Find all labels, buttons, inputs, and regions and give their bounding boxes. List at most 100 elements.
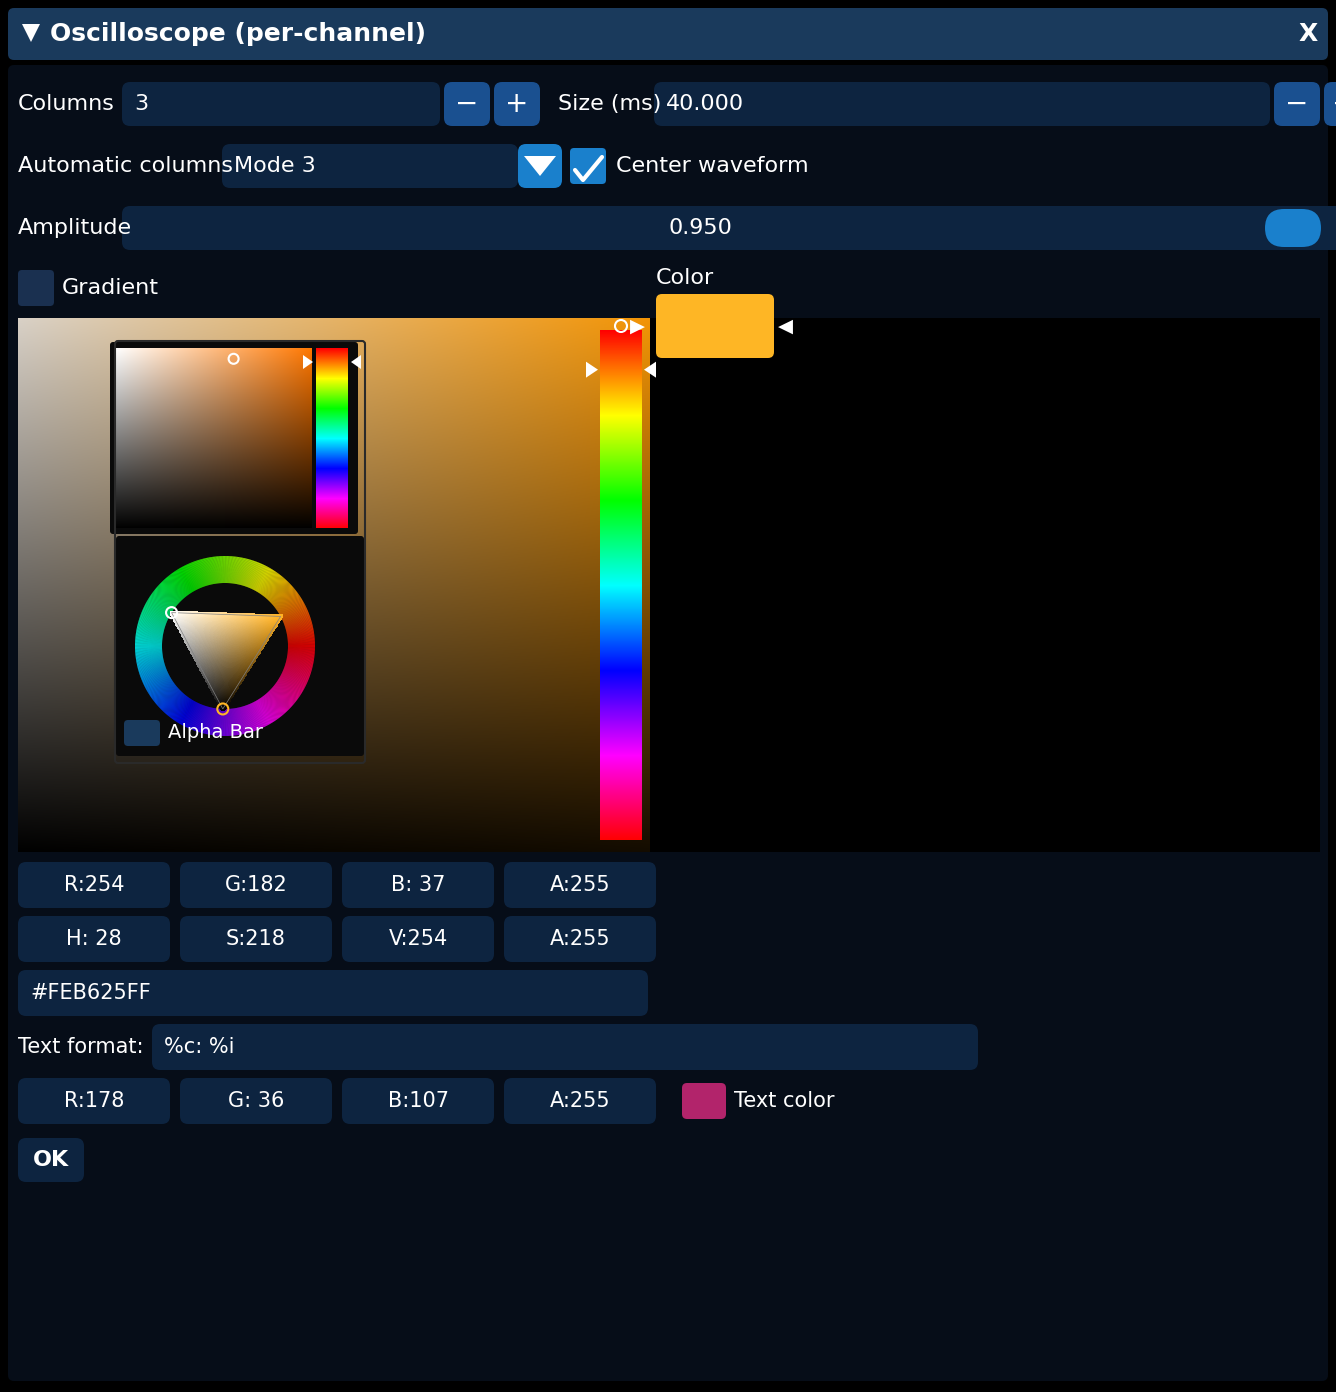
FancyBboxPatch shape [122,206,1336,251]
Wedge shape [270,690,289,710]
Bar [651,317,1320,852]
Wedge shape [286,622,313,631]
Wedge shape [146,677,170,689]
Wedge shape [285,664,311,674]
Wedge shape [289,647,315,649]
Wedge shape [246,704,257,731]
Wedge shape [182,702,195,725]
Wedge shape [277,593,298,610]
Wedge shape [279,678,302,692]
Wedge shape [283,612,309,622]
Wedge shape [147,600,171,615]
Wedge shape [262,574,278,596]
Wedge shape [255,702,269,725]
Wedge shape [207,707,212,735]
Wedge shape [136,628,163,633]
Wedge shape [287,656,314,660]
Wedge shape [158,586,179,604]
Wedge shape [251,564,263,589]
Wedge shape [275,683,297,700]
Wedge shape [178,699,192,722]
Wedge shape [258,569,274,593]
Wedge shape [210,709,215,735]
Wedge shape [238,707,243,734]
Wedge shape [277,596,301,611]
Wedge shape [239,558,244,585]
Wedge shape [186,703,198,727]
Wedge shape [246,706,255,731]
Wedge shape [258,699,273,722]
Wedge shape [158,586,178,604]
Wedge shape [146,601,170,615]
Wedge shape [168,576,186,597]
Wedge shape [174,572,190,594]
Wedge shape [144,607,168,619]
Wedge shape [140,615,166,625]
Wedge shape [192,562,203,587]
Wedge shape [143,608,167,621]
Wedge shape [182,567,195,590]
Wedge shape [287,651,315,654]
Wedge shape [136,631,163,635]
Wedge shape [147,601,170,615]
Text: S:218: S:218 [226,928,286,949]
Wedge shape [285,667,310,677]
Wedge shape [178,569,192,593]
Wedge shape [266,693,285,714]
Wedge shape [274,685,295,703]
Wedge shape [247,562,258,587]
Wedge shape [152,593,174,610]
Wedge shape [187,703,199,728]
Wedge shape [183,567,196,590]
FancyBboxPatch shape [124,720,160,746]
Wedge shape [210,557,215,585]
Wedge shape [279,677,303,690]
Wedge shape [281,603,305,617]
Wedge shape [230,557,232,583]
Wedge shape [234,709,238,735]
Wedge shape [156,686,178,704]
Wedge shape [212,709,218,735]
Wedge shape [168,695,186,717]
Wedge shape [198,560,207,586]
Wedge shape [285,665,310,675]
Wedge shape [246,706,255,731]
Wedge shape [289,649,315,650]
Wedge shape [281,675,305,688]
Wedge shape [230,557,232,583]
Wedge shape [183,702,196,727]
Wedge shape [257,568,270,592]
Wedge shape [283,670,309,679]
Wedge shape [269,580,287,600]
Wedge shape [275,683,298,700]
Wedge shape [192,704,202,729]
Text: A:255: A:255 [549,876,611,895]
Wedge shape [135,638,162,640]
Wedge shape [148,679,172,695]
Wedge shape [244,706,253,732]
Wedge shape [154,685,175,702]
Wedge shape [138,660,164,667]
Wedge shape [228,557,231,583]
Wedge shape [244,706,254,732]
Wedge shape [275,590,297,607]
Wedge shape [135,653,163,656]
Wedge shape [281,675,305,689]
Wedge shape [243,560,251,586]
Text: ▶: ▶ [631,316,645,335]
Wedge shape [277,682,299,699]
Wedge shape [146,603,170,617]
Wedge shape [279,601,303,615]
Wedge shape [138,626,163,632]
Wedge shape [196,706,206,732]
Wedge shape [273,688,294,706]
Wedge shape [139,665,166,674]
Text: OK: OK [33,1150,69,1171]
Wedge shape [287,629,314,635]
Wedge shape [151,682,174,697]
Wedge shape [220,709,223,736]
Wedge shape [135,650,162,653]
Wedge shape [162,690,180,710]
Wedge shape [218,557,220,583]
Wedge shape [253,565,266,590]
